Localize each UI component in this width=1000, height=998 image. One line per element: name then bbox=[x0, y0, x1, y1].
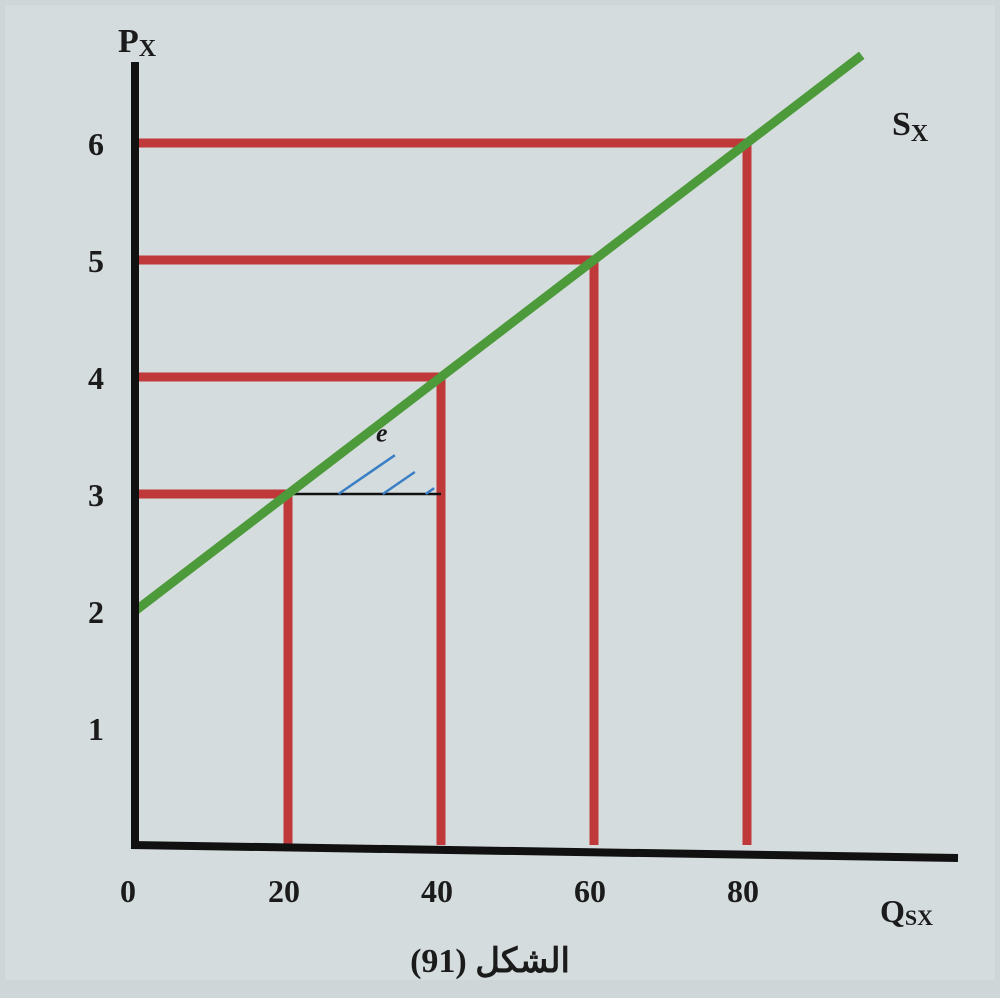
x-tick-label-20: 20 bbox=[268, 873, 300, 909]
y-tick-label-3: 3 bbox=[88, 477, 104, 513]
series-label: SX bbox=[892, 106, 929, 147]
x-tick-label-40: 40 bbox=[421, 873, 453, 909]
y-tick-label-6: 6 bbox=[88, 126, 104, 162]
hatch-stroke-2 bbox=[382, 470, 416, 496]
y-axis-label: PX bbox=[118, 23, 157, 62]
supply-curve-line bbox=[132, 51, 865, 615]
x-tick-label-0: 0 bbox=[120, 873, 136, 909]
figure-caption: الشكل (91) bbox=[410, 943, 570, 980]
annotation-label-e: e bbox=[376, 418, 388, 447]
x-axis-label: QSX bbox=[880, 893, 933, 930]
hatch-stroke-1 bbox=[337, 454, 396, 496]
x-tick-label-80: 80 bbox=[727, 873, 759, 909]
y-tick-label-2: 2 bbox=[88, 594, 104, 630]
hatch-stroke-3 bbox=[424, 487, 435, 496]
x-tick-label-60: 60 bbox=[574, 873, 606, 909]
x-axis-line bbox=[130, 841, 959, 862]
y-tick-label-4: 4 bbox=[88, 360, 104, 396]
y-tick-label-1: 1 bbox=[88, 711, 104, 747]
y-tick-label-5: 5 bbox=[88, 243, 104, 279]
